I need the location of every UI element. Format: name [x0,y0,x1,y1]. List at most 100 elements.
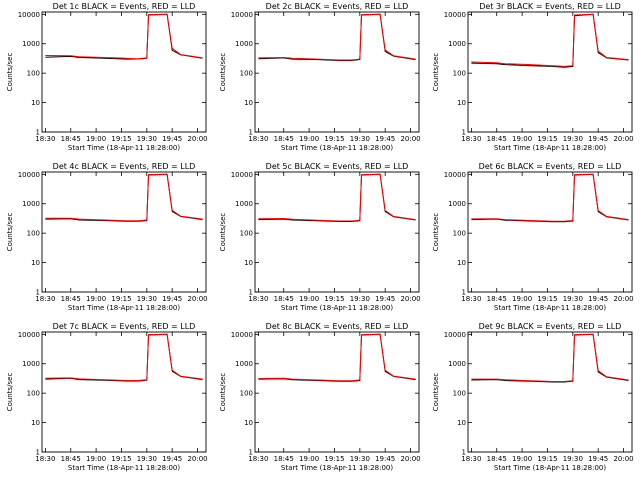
x-tick-label: 19:15 [324,455,344,463]
panel-title: Det 6c BLACK = Events, RED = LLD [479,162,622,171]
x-tick-label: 19:30 [563,455,583,463]
x-tick-label: 19:00 [299,135,319,143]
panel-det-2: Det 2c BLACK = Events, RED = LLD Counts/s… [219,2,421,152]
x-tick-label: 18:30 [461,295,481,303]
x-axis-label: Start Time (18-Apr-11 18:28:00) [68,464,180,472]
x-tick-label: 19:30 [137,295,157,303]
x-tick-label: 19:30 [350,135,370,143]
x-tick-label: 19:45 [375,455,395,463]
panel-det-9: Det 9c BLACK = Events, RED = LLD Counts/s… [432,322,634,472]
x-tick-label: 20:00 [613,295,633,303]
panel-det-5: Det 5c BLACK = Events, RED = LLD Counts/s… [219,162,421,312]
y-tick-label: 1000 [448,200,466,208]
y-tick-label: 1000 [448,360,466,368]
x-tick-label: 20:00 [187,135,207,143]
x-tick-label: 20:00 [187,295,207,303]
y-tick-label: 10 [244,99,253,107]
panel-title: Det 8c BLACK = Events, RED = LLD [266,322,409,331]
series-events-line [471,173,629,223]
x-tick-label: 19:30 [563,295,583,303]
y-tick-label: 10000 [444,171,466,179]
y-tick-label: 10000 [231,11,253,19]
y-tick-label: 100 [453,70,466,78]
y-tick-label: 100 [27,230,40,238]
x-tick-label: 20:00 [613,135,633,143]
x-tick-label: 18:45 [61,455,81,463]
x-tick-label: 19:00 [512,455,532,463]
x-tick-label: 19:00 [86,295,106,303]
series-events-line [258,333,416,382]
y-tick-label: 10000 [18,331,40,339]
x-axis-label: Start Time (18-Apr-11 18:28:00) [494,304,606,312]
x-tick-label: 18:45 [274,295,294,303]
x-tick-label: 19:45 [162,455,182,463]
panel-det-3: Det 3r BLACK = Events, RED = LLD Counts/s… [432,2,634,152]
y-axis-label: Counts/sec [432,373,440,412]
x-axis-label: Start Time (18-Apr-11 18:28:00) [281,464,393,472]
y-tick-label: 1000 [235,200,253,208]
x-tick-label: 19:45 [588,455,608,463]
y-tick-label: 1 [462,449,466,457]
y-tick-label: 10000 [231,331,253,339]
y-tick-label: 1000 [22,360,40,368]
y-tick-label: 10000 [18,171,40,179]
x-tick-label: 19:30 [137,455,157,463]
plot-frame [41,11,207,133]
x-tick-label: 18:45 [487,295,507,303]
x-tick-label: 19:45 [588,295,608,303]
panel-det-8: Det 8c BLACK = Events, RED = LLD Counts/s… [219,322,421,472]
y-tick-label: 1000 [448,40,466,48]
y-tick-label: 1 [36,449,40,457]
y-tick-label: 10000 [231,171,253,179]
x-tick-label: 19:30 [350,455,370,463]
panel-det-1: Det 1c BLACK = Events, RED = LLD Counts/s… [6,2,208,152]
y-tick-label: 10 [31,259,40,267]
x-tick-label: 20:00 [187,455,207,463]
plot-frame [41,171,207,293]
x-tick-label: 19:30 [563,135,583,143]
y-axis-label: Counts/sec [219,373,227,412]
y-tick-label: 100 [27,70,40,78]
y-tick-label: 1 [462,289,466,297]
x-axis-label: Start Time (18-Apr-11 18:28:00) [281,304,393,312]
x-tick-label: 18:45 [274,135,294,143]
y-tick-label: 1000 [22,40,40,48]
x-axis-label: Start Time (18-Apr-11 18:28:00) [494,144,606,152]
series-events-line [45,333,203,382]
panel-det-6: Det 6c BLACK = Events, RED = LLD Counts/s… [432,162,634,312]
series-lld-line [471,13,629,67]
y-tick-label: 1 [36,129,40,137]
series-events-line [45,13,203,60]
x-axis-label: Start Time (18-Apr-11 18:28:00) [281,144,393,152]
plot-frame [41,331,207,453]
y-tick-label: 100 [27,390,40,398]
y-tick-label: 1 [36,289,40,297]
plot-frame [467,171,633,293]
y-tick-label: 1000 [235,360,253,368]
y-tick-label: 100 [240,70,253,78]
x-tick-label: 18:30 [35,135,55,143]
x-tick-label: 19:15 [111,455,131,463]
x-tick-label: 19:00 [299,295,319,303]
y-tick-label: 10 [457,419,466,427]
x-tick-label: 18:30 [248,455,268,463]
y-axis-label: Counts/sec [6,373,14,412]
x-tick-label: 19:00 [299,455,319,463]
x-tick-label: 19:15 [324,295,344,303]
panel-title: Det 5c BLACK = Events, RED = LLD [266,162,409,171]
plot-frame [467,11,633,133]
x-tick-label: 19:45 [162,295,182,303]
y-tick-label: 100 [240,390,253,398]
series-lld-line [471,333,629,382]
x-tick-label: 19:15 [111,295,131,303]
x-tick-label: 20:00 [400,455,420,463]
y-tick-label: 10 [31,419,40,427]
x-tick-label: 19:45 [162,135,182,143]
y-axis-label: Counts/sec [432,53,440,92]
y-tick-label: 1000 [22,200,40,208]
x-tick-label: 19:45 [588,135,608,143]
panel-det-7: Det 7c BLACK = Events, RED = LLD Counts/s… [6,322,208,472]
panel-title: Det 7c BLACK = Events, RED = LLD [53,322,196,331]
y-tick-label: 10 [244,259,253,267]
